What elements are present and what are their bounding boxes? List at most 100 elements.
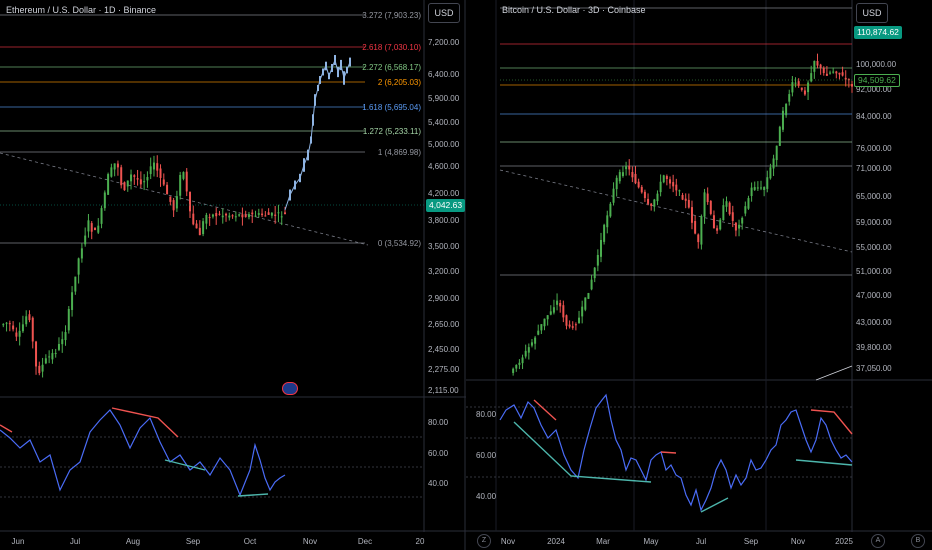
btc-candle-body	[662, 175, 665, 183]
rsi-axis-label: 80.00	[428, 418, 449, 427]
eth-candle-body	[31, 317, 34, 342]
btc-candle-body	[606, 215, 609, 228]
btc-candle-body	[797, 81, 800, 86]
log-scale-button[interactable]: B	[911, 534, 925, 548]
eth-candle-body	[44, 358, 47, 364]
btc-candle-body	[675, 184, 678, 191]
eth-candle-body	[5, 322, 8, 324]
eth-candle-body	[143, 181, 146, 183]
btc-candle-body	[596, 254, 599, 266]
btc-candle-body	[565, 315, 568, 326]
rsi-divergence-bull	[237, 493, 269, 497]
eth-candle-body	[238, 214, 241, 216]
btc-chart-pane[interactable]: 100,000.00 92,000.00 84,000.00 76,000.00 71,…	[466, 0, 932, 550]
btc-candle-body	[813, 60, 816, 72]
eth-candle-body	[130, 174, 133, 182]
btc-candle-body	[559, 302, 562, 307]
btc-candle-body	[687, 199, 690, 208]
rsi-divergence-bear	[660, 451, 677, 454]
eth-candle-body	[267, 212, 270, 215]
auto-scale-button[interactable]: A	[871, 534, 885, 548]
eth-candle-body	[149, 166, 152, 175]
btc-candle-body	[534, 337, 537, 344]
btc-candle-body	[669, 179, 672, 184]
btc-symbol-title[interactable]: Bitcoin / U.S. Dollar · 3D · Coinbase	[502, 5, 646, 15]
btc-candle-body	[835, 71, 838, 74]
btc-candle-body	[731, 212, 734, 221]
fib-level-label: 3.272 (7,903.23)	[362, 11, 421, 20]
rsi-axis-label: 40.00	[428, 479, 449, 488]
btc-candle-body	[794, 82, 797, 84]
eth-candle-body	[51, 353, 54, 360]
rsi-axis-label: 60.00	[476, 451, 497, 460]
btc-candle-body	[612, 188, 615, 203]
eth-candle-body	[103, 192, 106, 209]
eth-symbol-title[interactable]: Ethereum / U.S. Dollar · 1D · Binance	[6, 5, 157, 15]
tradingview-logo-icon[interactable]	[282, 382, 298, 395]
price-axis-label: 65,000.00	[856, 192, 892, 201]
eth-candle-body	[221, 215, 224, 218]
btc-candle-body	[515, 365, 518, 369]
eth-candle-body	[57, 343, 60, 350]
btc-candle-body	[599, 239, 602, 257]
eth-candle-body	[247, 214, 250, 218]
btc-candle-body	[549, 311, 552, 315]
eth-candle-body	[189, 191, 191, 212]
price-axis-label: 2,115.00	[428, 386, 459, 395]
time-axis-label: Nov	[501, 537, 515, 546]
eth-candle-body	[159, 168, 162, 178]
eth-currency-button[interactable]: USD	[428, 3, 460, 23]
price-axis-label: 55,000.00	[856, 243, 892, 252]
timezone-button[interactable]: Z	[477, 534, 491, 548]
btc-candle-body	[788, 94, 791, 102]
btc-candle-body	[618, 172, 621, 182]
eth-candle-body	[254, 215, 257, 217]
eth-candle-body	[100, 208, 103, 224]
eth-chart-pane[interactable]: 3.272 (7,903.23) 2.618 (7,030.10) 2.272 (6…	[0, 0, 466, 550]
btc-candle-body	[681, 194, 684, 200]
price-axis-label: 59,000.00	[856, 218, 892, 227]
btc-candle-body	[694, 221, 697, 234]
btc-candle-body	[841, 72, 844, 76]
eth-candle-body	[136, 178, 139, 180]
btc-candle-body	[756, 187, 759, 189]
time-axis-label: 2024	[547, 537, 565, 546]
btc-candle-body	[719, 219, 722, 230]
btc-candle-body	[716, 228, 719, 231]
btc-candle-body	[838, 72, 841, 75]
btc-candle-body	[747, 198, 750, 209]
btc-candle-body	[524, 350, 527, 357]
btc-currency-button[interactable]: USD	[856, 3, 888, 23]
price-axis-label: 92,000.00	[856, 85, 892, 94]
price-axis-label: 76,000.00	[856, 144, 892, 153]
btc-candle-body	[712, 215, 715, 229]
fib-level-label: 0 (3,534.92)	[378, 239, 421, 248]
price-axis-label: 39,800.00	[856, 343, 892, 352]
rsi-divergence-bear	[533, 399, 557, 421]
btc-candle-body	[678, 190, 681, 192]
eth-candle-body	[107, 174, 110, 195]
eth-candle-body	[71, 292, 74, 310]
eth-candle-body	[257, 213, 260, 215]
btc-candle-body	[753, 187, 756, 190]
eth-candle-body	[211, 214, 214, 217]
eth-candle-body	[277, 212, 280, 214]
eth-candle-body	[126, 180, 129, 187]
time-axis-label: Sep	[186, 537, 201, 546]
btc-candle-body	[631, 171, 634, 178]
btc-candle-body	[568, 324, 571, 327]
eth-candle-body	[97, 225, 100, 233]
eth-chart-canvas[interactable]: 3.272 (7,903.23) 2.618 (7,030.10) 2.272 (6…	[0, 0, 466, 550]
eth-candle-body	[182, 172, 185, 179]
btc-candle-body	[851, 84, 853, 87]
btc-chart-canvas[interactable]: 100,000.00 92,000.00 84,000.00 76,000.00 71,…	[466, 0, 932, 550]
rsi-divergence-bear	[810, 409, 853, 435]
eth-candle-body	[208, 217, 211, 219]
eth-candle-body	[90, 223, 93, 232]
rsi-axis-label: 40.00	[476, 492, 497, 501]
btc-candle-body	[781, 110, 784, 130]
btc-candle-body	[844, 77, 847, 80]
drawing-line	[815, 365, 853, 381]
btc-candle-body	[810, 73, 813, 82]
price-axis-label: 84,000.00	[856, 112, 892, 121]
